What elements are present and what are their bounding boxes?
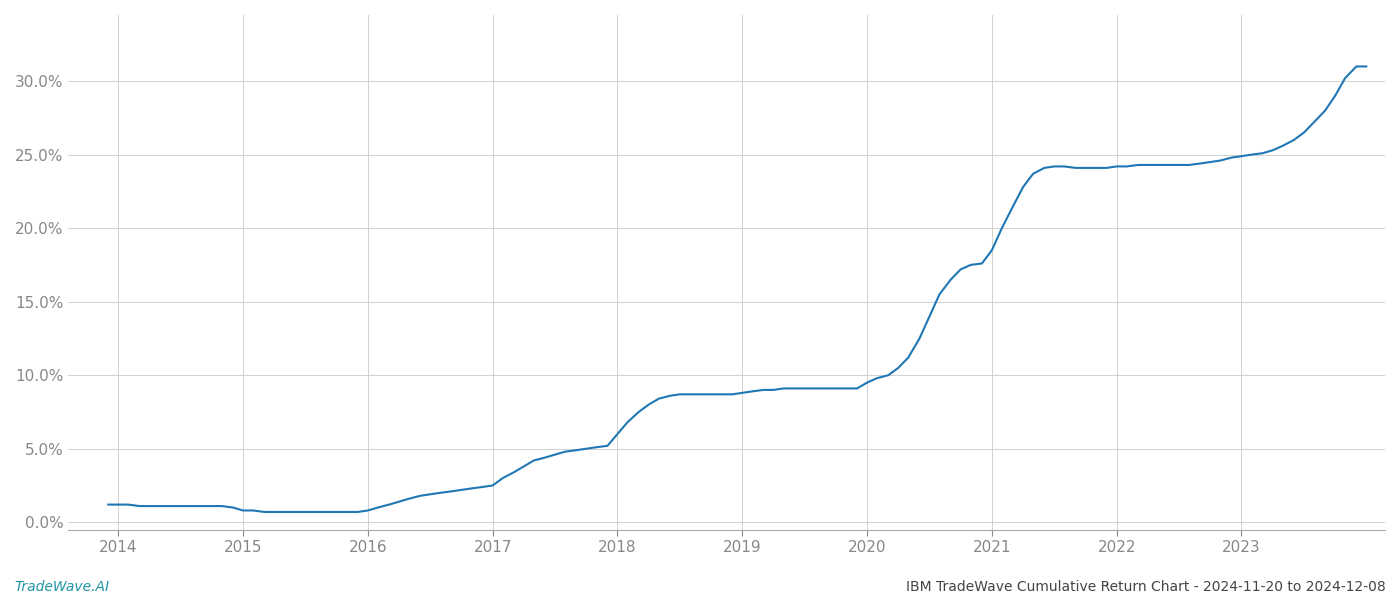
Text: IBM TradeWave Cumulative Return Chart - 2024-11-20 to 2024-12-08: IBM TradeWave Cumulative Return Chart - …	[906, 580, 1386, 594]
Text: TradeWave.AI: TradeWave.AI	[14, 580, 109, 594]
